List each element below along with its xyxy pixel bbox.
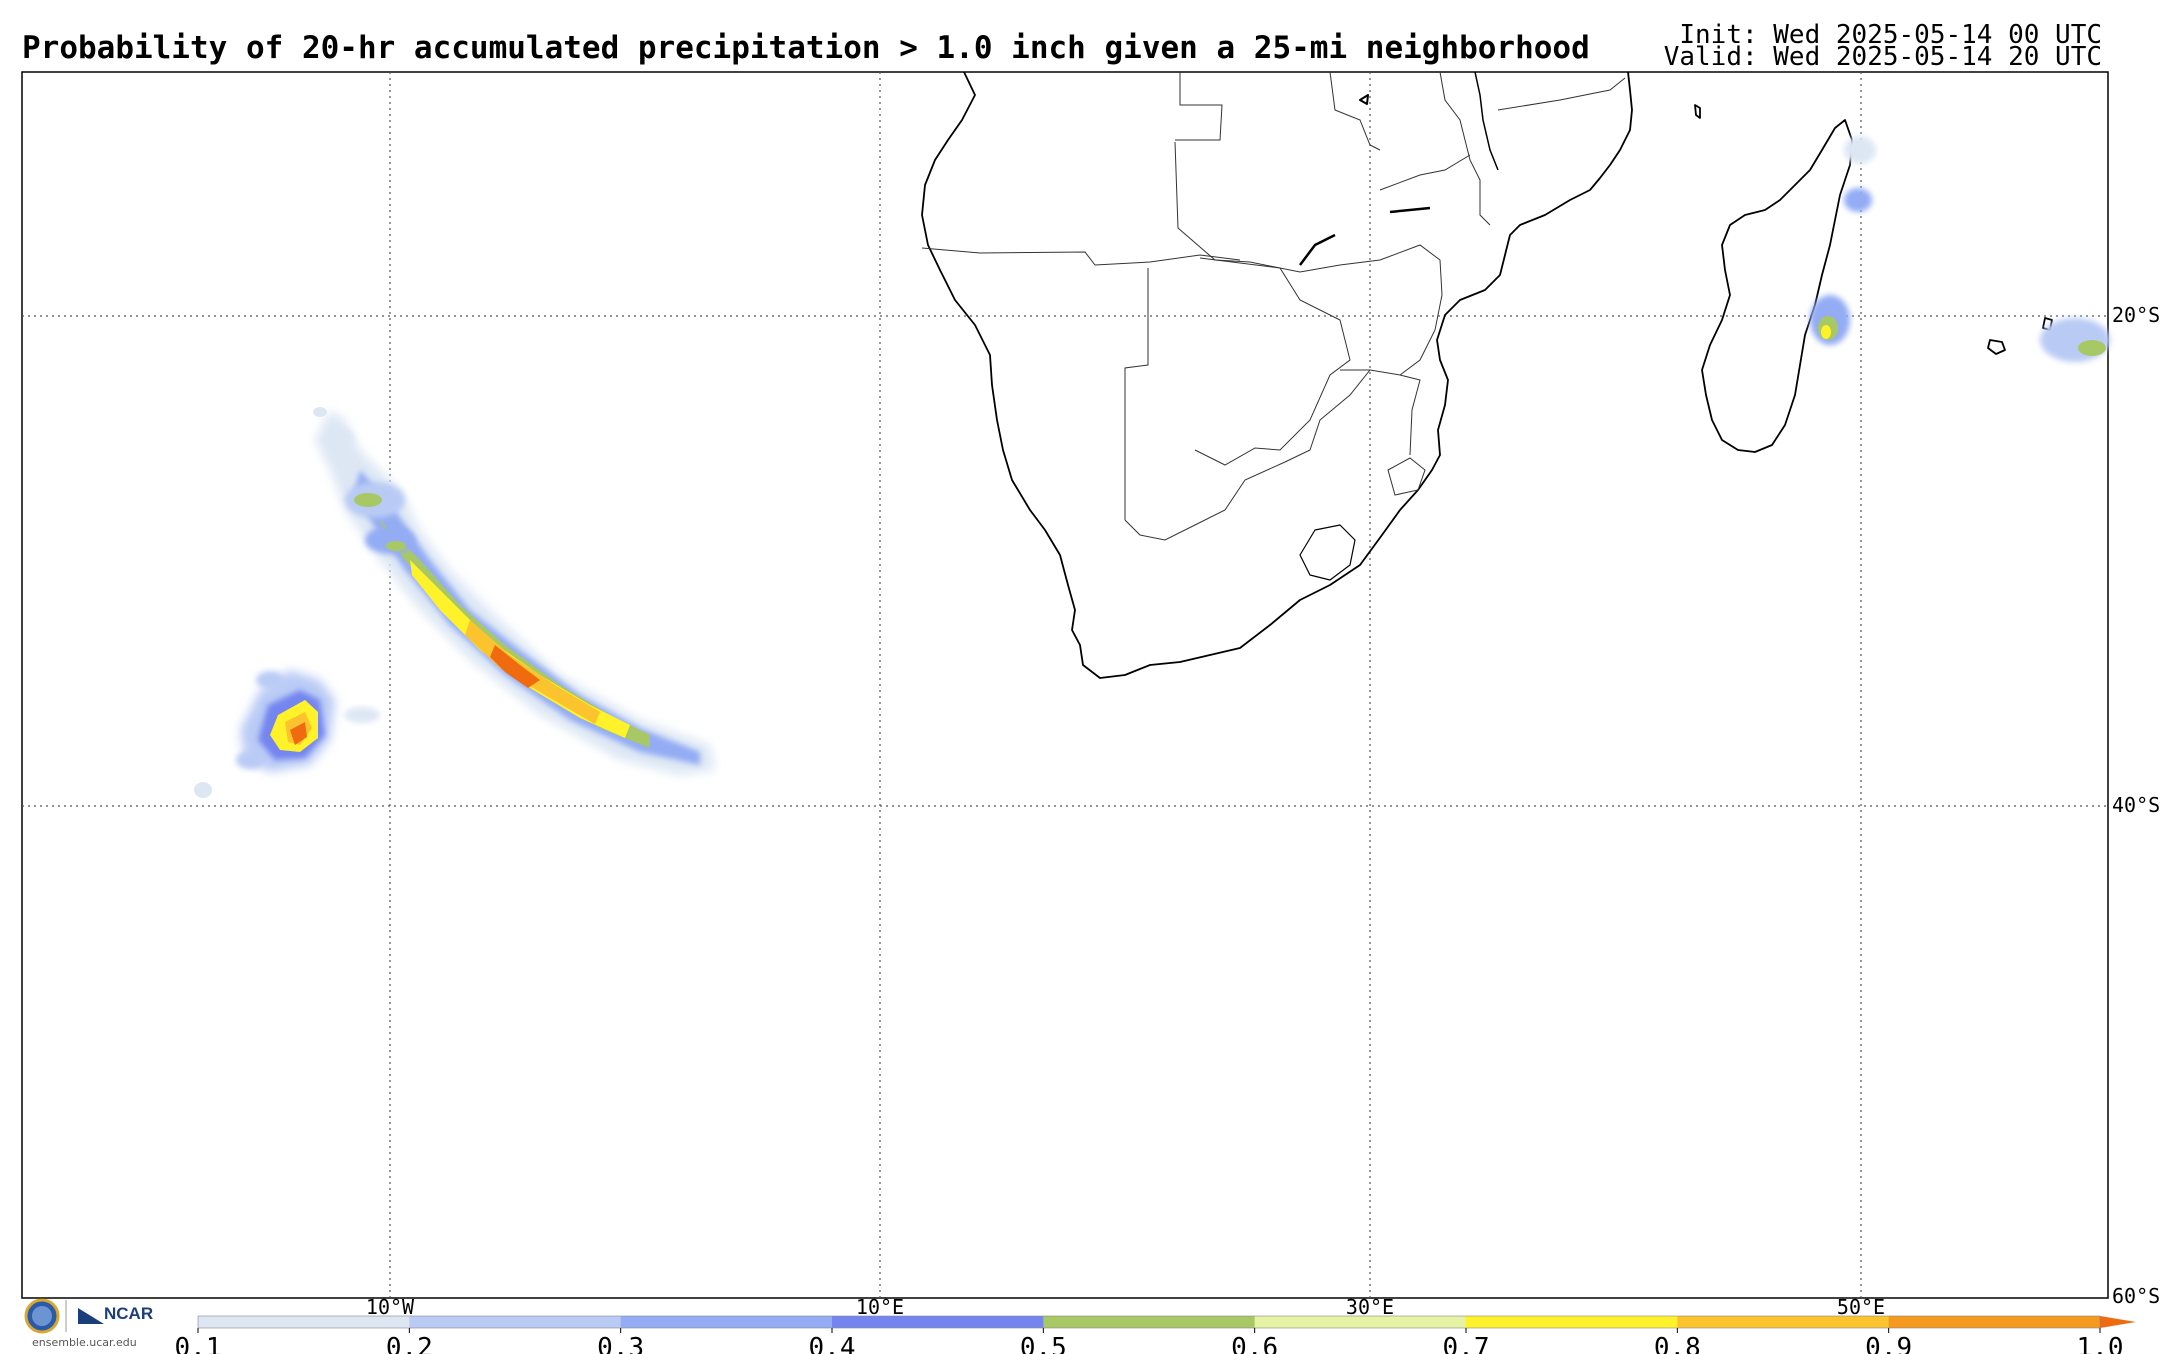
zambia-malawi-border — [1379, 154, 1471, 191]
drc-border — [1329, 71, 1381, 151]
colorbar: 0.1 0.2 0.3 0.4 0.5 0.6 0.7 0.8 0.9 1.0 — [175, 1315, 2136, 1354]
lon-label-10w: 10°W — [366, 1295, 415, 1319]
small-lake — [1359, 94, 1369, 105]
lon-label-10e: 10°E — [856, 1295, 904, 1319]
colorbar-segment — [620, 1316, 833, 1328]
namibia-botswana-border — [1124, 268, 1149, 520]
colorbar-segment — [1677, 1316, 1890, 1328]
init-time: Init: Wed 2025-05-14 00 UTC — [1679, 20, 2102, 50]
colorbar-extend-arrow — [2100, 1316, 2136, 1328]
lat-label-40s: 40°S — [2112, 793, 2160, 817]
colorbar-tick-label: 0.2 — [386, 1333, 433, 1354]
lat-label-60s: 60°S — [2112, 1284, 2160, 1308]
colorbar-segment — [1254, 1316, 1467, 1328]
zimbabwe-border — [1339, 244, 1443, 376]
country-borders — [921, 71, 1626, 541]
nsf-seal-icon — [24, 1298, 67, 1334]
mozambique-border — [1399, 374, 1421, 456]
logo-url: ensemble.ucar.edu — [32, 1336, 137, 1349]
page-title: Probability of 20-hr accumulated precipi… — [22, 30, 1590, 66]
colorbar-segment — [1466, 1316, 1678, 1328]
botswana-border — [1194, 257, 1351, 466]
lesotho-border — [1299, 524, 1356, 581]
map-frame — [21, 71, 2109, 1299]
colorbar-segment — [409, 1316, 622, 1328]
colorbar-segment — [1888, 1316, 2101, 1328]
zambia-zimbabwe-border — [1174, 141, 1341, 273]
colorbar-tick-label: 0.6 — [1231, 1333, 1278, 1354]
colorbar-tick-label: 0.9 — [1865, 1333, 1912, 1354]
lon-label-50e: 50°E — [1837, 1295, 1885, 1319]
ncar-logo-icon — [78, 1308, 104, 1324]
colorbar-tick-label: 0.1 — [175, 1333, 222, 1354]
colorbar-frame — [197, 1315, 2101, 1329]
colorbar-segment — [1043, 1316, 1256, 1328]
colorbar-tick-label: 0.8 — [1654, 1333, 1701, 1354]
lat-label-20s: 20°S — [2112, 303, 2160, 327]
precip-field-main-band — [315, 410, 715, 775]
colorbar-tick-label: 0.4 — [809, 1333, 856, 1354]
logo-block: NCAR ensemble.ucar.edu — [22, 1296, 172, 1352]
lake-kariba — [1299, 233, 1336, 266]
gridlines — [22, 72, 2108, 1298]
angola-namibia-border — [921, 247, 1241, 266]
zambia-border — [1175, 72, 1223, 141]
colorbar-tick-label: 0.5 — [1020, 1333, 1067, 1354]
lon-label-30e: 30°E — [1346, 1295, 1394, 1319]
precip-field-southwest-blob — [194, 670, 380, 798]
eswatini-border — [1387, 457, 1426, 496]
lake-malawi — [1474, 71, 1499, 171]
comoros-island — [1694, 104, 1701, 119]
ncar-wordmark: NCAR — [104, 1304, 154, 1323]
precip-field-madagascar — [1810, 136, 1876, 345]
cahora-bassa — [1389, 206, 1431, 214]
valid-time: Valid: Wed 2025-05-14 20 UTC — [1663, 42, 2102, 72]
africa-coastline — [921, 71, 1633, 679]
madagascar-coastline — [1701, 119, 1853, 453]
colorbar-tick-label: 0.3 — [597, 1333, 644, 1354]
coastlines — [921, 71, 2053, 679]
colorbar-segment — [832, 1316, 1044, 1328]
colorbar-segment — [198, 1316, 410, 1328]
colorbar-tick-label: 1.0 — [2077, 1333, 2124, 1354]
precip-field-northwest-blob — [313, 407, 415, 554]
south-africa-north-border — [1124, 369, 1371, 541]
colorbar-tick-label: 0.7 — [1443, 1333, 1490, 1354]
precip-field-east-edge — [2040, 318, 2110, 362]
malawi-border — [1439, 71, 1491, 226]
reunion-island — [1987, 339, 2006, 355]
tanzania-border — [1497, 77, 1626, 111]
